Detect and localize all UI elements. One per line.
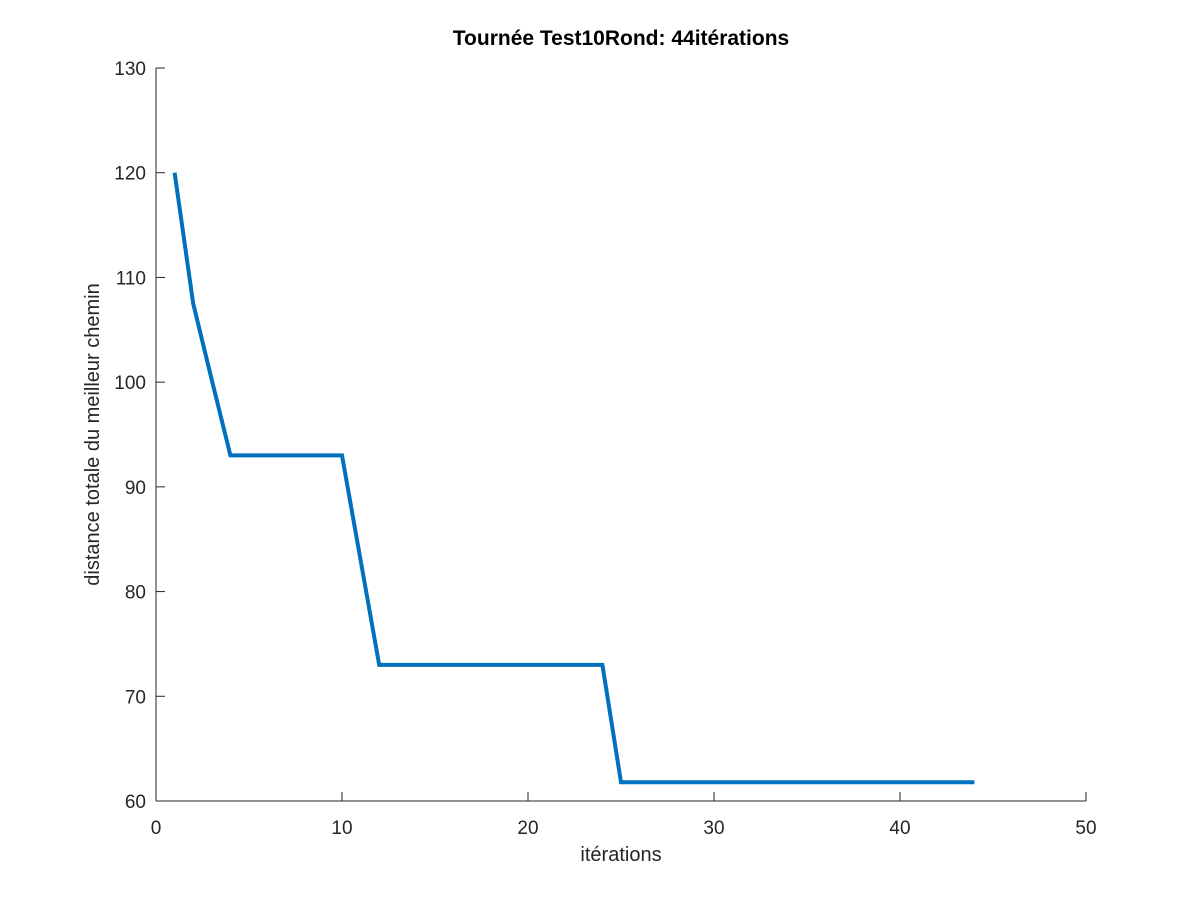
y-tick-label: 110 [116, 268, 146, 289]
y-tick-label: 80 [125, 583, 146, 604]
x-tick-label: 30 [703, 818, 724, 839]
x-tick-label: 50 [1075, 818, 1096, 839]
y-tick-label: 100 [114, 373, 146, 394]
x-tick-label: 10 [331, 818, 352, 839]
x-axis-label: itérations [580, 844, 661, 866]
y-ticks: 60 70 80 90 100 110 120 130 [114, 59, 165, 813]
x-tick-label: 40 [889, 818, 910, 839]
y-tick-label: 90 [125, 478, 146, 499]
y-tick-label: 70 [125, 687, 146, 708]
series-group [172, 172, 975, 785]
y-tick-label: 130 [114, 59, 146, 80]
x-ticks: 0 10 20 30 40 50 [151, 792, 1097, 839]
series-line [172, 172, 975, 785]
y-tick-label: 60 [125, 792, 146, 813]
y-tick-label: 120 [114, 164, 146, 185]
x-tick-label: 20 [517, 818, 538, 839]
axes [155, 68, 1086, 802]
chart-title: Tournée Test10Rond: 44itérations [453, 27, 789, 50]
x-tick-label: 0 [151, 818, 162, 839]
y-axis-label: distance totale du meilleur chemin [82, 283, 104, 585]
